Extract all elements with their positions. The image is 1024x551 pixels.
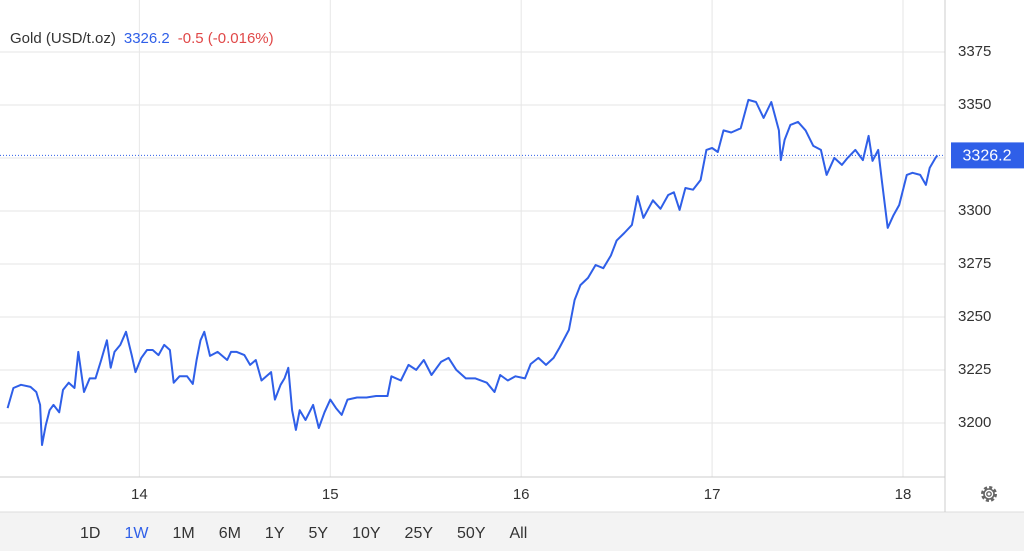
- range-bar: [0, 512, 1024, 551]
- range-button[interactable]: All: [509, 525, 527, 542]
- x-tick-label: 18: [895, 486, 912, 503]
- y-tick-label: 3225: [958, 361, 991, 378]
- header-price: 3326.2: [124, 30, 170, 47]
- range-button[interactable]: 1M: [172, 525, 194, 542]
- y-tick-label: 3350: [958, 96, 991, 113]
- y-tick-label: 3200: [958, 414, 991, 431]
- range-button[interactable]: 10Y: [352, 525, 381, 542]
- price-tag-label: 3326.2: [963, 148, 1012, 165]
- range-button[interactable]: 1Y: [265, 525, 285, 542]
- range-button[interactable]: 6M: [219, 525, 241, 542]
- range-button[interactable]: 25Y: [405, 525, 434, 542]
- x-tick-label: 17: [704, 486, 721, 503]
- x-tick-label: 16: [513, 486, 530, 503]
- header-title: Gold (USD/t.oz): [10, 30, 116, 47]
- y-tick-label: 3250: [958, 308, 991, 325]
- price-tag: [951, 142, 1024, 169]
- y-tick-label: 3300: [958, 202, 991, 219]
- price-line: [6, 98, 939, 446]
- range-button[interactable]: 5Y: [309, 525, 329, 542]
- x-tick-label: 15: [322, 486, 339, 503]
- settings-icon[interactable]: [981, 486, 997, 502]
- x-tick-label: 14: [131, 486, 148, 503]
- range-button[interactable]: 1D: [80, 525, 100, 542]
- y-tick-label: 3275: [958, 255, 991, 272]
- range-button[interactable]: 50Y: [457, 525, 486, 542]
- header-change: -0.5 (-0.016%): [178, 30, 274, 47]
- y-tick-label: 3375: [958, 43, 991, 60]
- range-button[interactable]: 1W: [124, 525, 149, 542]
